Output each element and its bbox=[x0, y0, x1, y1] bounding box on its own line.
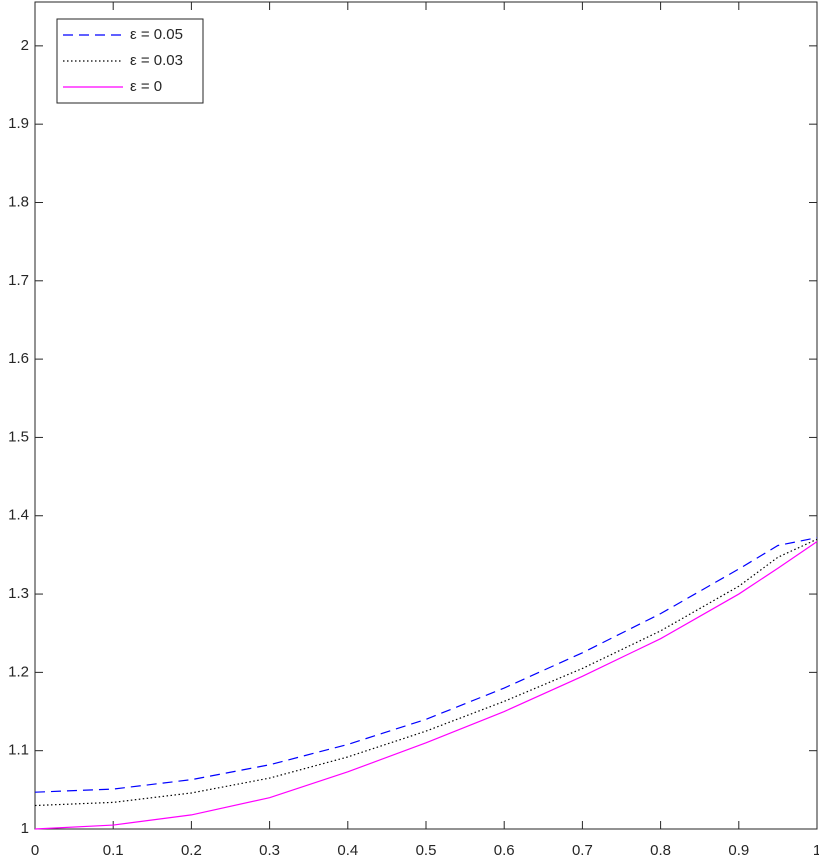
x-tick-label: 0.5 bbox=[416, 842, 437, 859]
x-tick-label: 0.7 bbox=[572, 842, 593, 859]
y-tick-label: 1.9 bbox=[8, 115, 29, 132]
legend-label: ε = 0.03 bbox=[130, 52, 183, 69]
x-tick-label: 1 bbox=[813, 842, 819, 859]
series-line bbox=[34, 538, 818, 807]
y-tick-label: 1.2 bbox=[8, 663, 29, 680]
x-tick-label: 0 bbox=[31, 842, 39, 859]
y-tick-label: 1.5 bbox=[8, 428, 29, 445]
y-tick-label: 1.3 bbox=[8, 585, 29, 602]
plot-frame bbox=[34, 1, 818, 830]
series-line bbox=[34, 541, 818, 830]
y-tick-label: 1.6 bbox=[8, 350, 29, 367]
y-tick-label: 1.1 bbox=[8, 742, 29, 759]
y-tick-label: 2 bbox=[21, 37, 29, 54]
legend-box bbox=[56, 18, 204, 104]
y-tick-label: 1.7 bbox=[8, 272, 29, 289]
x-tick-label: 0.1 bbox=[103, 842, 124, 859]
series-line bbox=[34, 537, 818, 793]
x-tick-label: 0.2 bbox=[181, 842, 202, 859]
x-tick-label: 0.8 bbox=[650, 842, 671, 859]
legend-label: ε = 0 bbox=[130, 78, 162, 95]
y-tick-label: 1.4 bbox=[8, 507, 29, 524]
legend-label: ε = 0.05 bbox=[130, 26, 183, 43]
x-tick-label: 0.6 bbox=[494, 842, 515, 859]
x-tick-label: 0.3 bbox=[259, 842, 280, 859]
y-tick-label: 1.8 bbox=[8, 193, 29, 210]
x-tick-label: 0.4 bbox=[337, 842, 358, 859]
y-tick-label: 1 bbox=[21, 820, 29, 837]
x-tick-label: 0.9 bbox=[728, 842, 749, 859]
